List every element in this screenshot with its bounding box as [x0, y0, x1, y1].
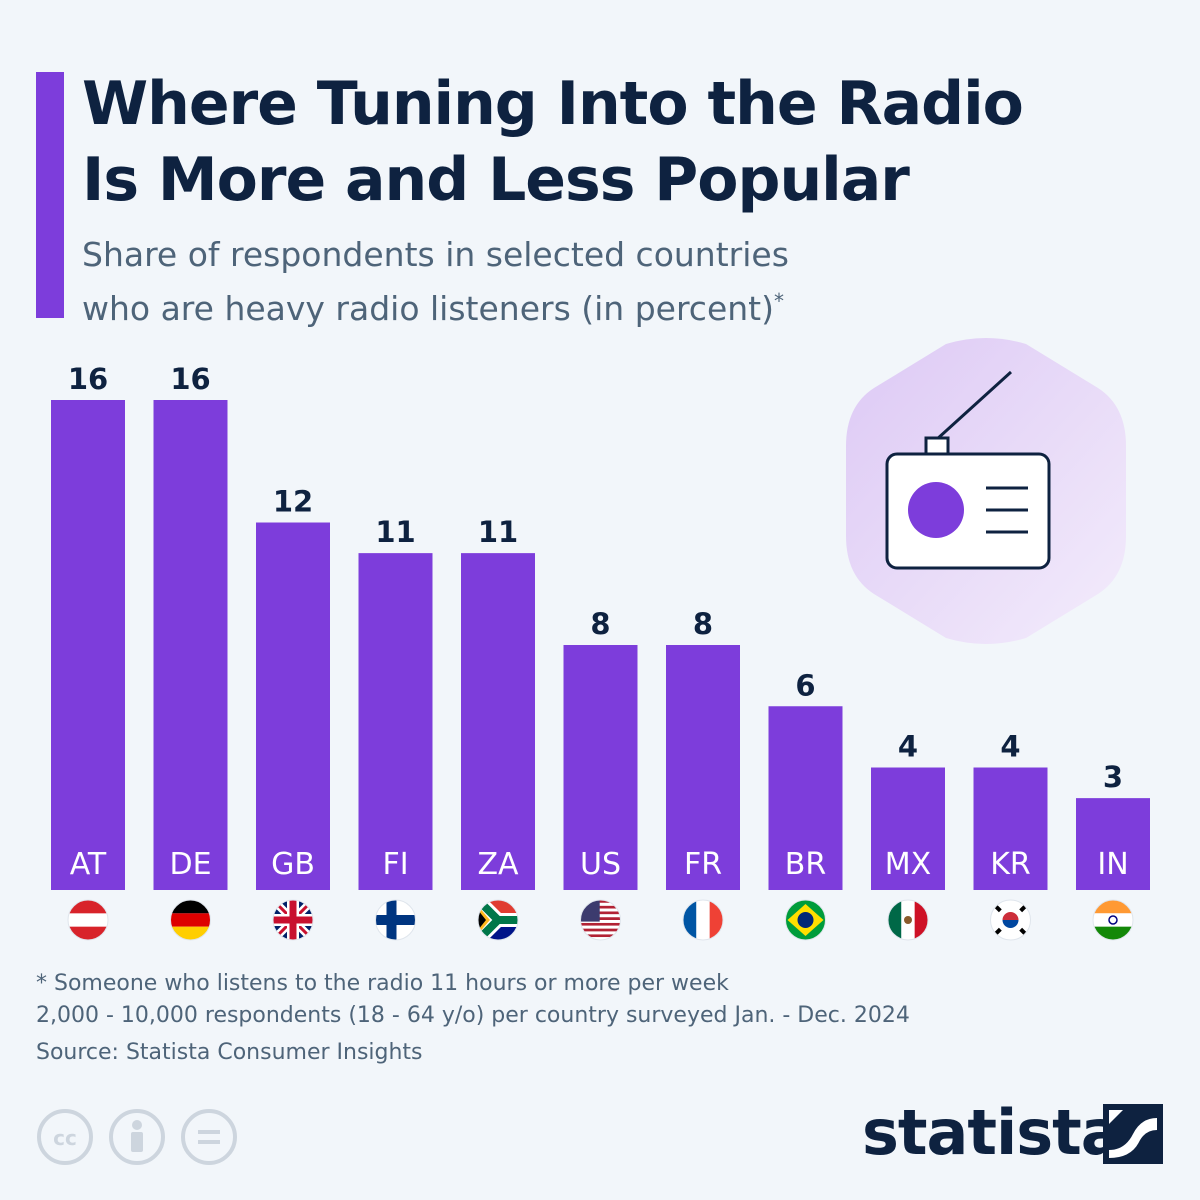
no-derivatives-icon[interactable]: [180, 1108, 238, 1166]
bar-fi: [358, 553, 433, 890]
cc-icon[interactable]: cc: [36, 1108, 94, 1166]
value-label-us: 8: [590, 607, 610, 641]
value-label-kr: 4: [1000, 730, 1020, 764]
value-label-in: 3: [1103, 760, 1123, 794]
bar-br: [768, 706, 843, 890]
bar-at: [51, 400, 125, 890]
brazil-flag-icon: [785, 899, 826, 941]
value-label-gb: 12: [273, 485, 313, 519]
value-label-de: 16: [170, 362, 210, 396]
finland-flag-icon: [375, 899, 416, 941]
category-label-mx: MX: [885, 847, 931, 882]
category-label-gb: GB: [271, 847, 315, 882]
south-korea-flag-icon: [990, 899, 1031, 941]
statista-logo-icon[interactable]: [1103, 1104, 1163, 1164]
category-label-fi: FI: [382, 847, 408, 882]
category-label-at: AT: [70, 847, 107, 882]
category-label-br: BR: [785, 847, 826, 882]
south-africa-flag-icon: [477, 899, 519, 941]
title-line-1: Where Tuning Into the Radio: [82, 69, 1024, 139]
footnote-survey: 2,000 - 10,000 respondents (18 - 64 y/o)…: [36, 1003, 910, 1028]
radio-antenna: [934, 370, 1013, 442]
footnote-definition: * Someone who listens to the radio 11 ho…: [36, 971, 729, 996]
subtitle-footnote-mark: *: [773, 289, 784, 313]
bar-fr: [666, 645, 740, 890]
bar-za: [461, 553, 535, 890]
category-label-us: US: [580, 847, 621, 882]
bar-kr: [973, 767, 1048, 890]
value-label-fi: 11: [375, 515, 415, 549]
value-label-at: 16: [68, 362, 108, 396]
footnote: * Someone who listens to the radio 11 ho…: [36, 968, 1136, 1032]
source-note: Source: Statista Consumer Insights: [36, 1040, 423, 1065]
india-flag-icon: [1092, 899, 1134, 941]
category-label-za: ZA: [477, 847, 519, 882]
subtitle: Share of respondents in selected countri…: [82, 232, 1082, 332]
value-label-br: 6: [795, 668, 815, 702]
statista-logo[interactable]: statista: [862, 1096, 1123, 1169]
title-accent-bar: [36, 72, 64, 318]
subtitle-line-2: who are heavy radio listeners (in percen…: [82, 289, 774, 328]
category-label-kr: KR: [990, 847, 1031, 882]
germany-flag-icon: [170, 899, 211, 941]
category-label-in: IN: [1097, 847, 1128, 882]
france-flag-icon: [682, 899, 724, 941]
usa-flag-icon: [580, 899, 621, 941]
category-label-de: DE: [169, 847, 211, 882]
bar-us: [563, 645, 638, 890]
radio-speaker: [908, 482, 964, 538]
title-line-2: Is More and Less Popular: [82, 145, 910, 215]
value-label-za: 11: [478, 515, 518, 549]
mexico-flag-icon: [887, 899, 929, 941]
page-title: Where Tuning Into the Radio Is More and …: [82, 66, 1162, 218]
bar-de: [153, 400, 228, 890]
value-label-mx: 4: [898, 730, 918, 764]
austria-flag-icon: [67, 899, 109, 941]
bar-mx: [871, 767, 945, 890]
radio-body: [885, 452, 1051, 570]
radio-icon: [846, 338, 1126, 644]
subtitle-line-1: Share of respondents in selected countri…: [82, 235, 789, 274]
bar-chart: 16 AT 16 DE 12 GB 11 FI 11 ZA 8 US 8 FR 6 BR 4 MX 4 KR 3 IN: [51, 362, 1150, 941]
bar-gb: [256, 522, 330, 890]
bar-in: [1076, 798, 1150, 890]
uk-flag-icon: [272, 899, 314, 941]
svg-text:cc: cc: [53, 1126, 77, 1150]
attribution-icon[interactable]: [108, 1108, 166, 1166]
category-label-fr: FR: [684, 847, 722, 882]
value-label-fr: 8: [693, 607, 713, 641]
